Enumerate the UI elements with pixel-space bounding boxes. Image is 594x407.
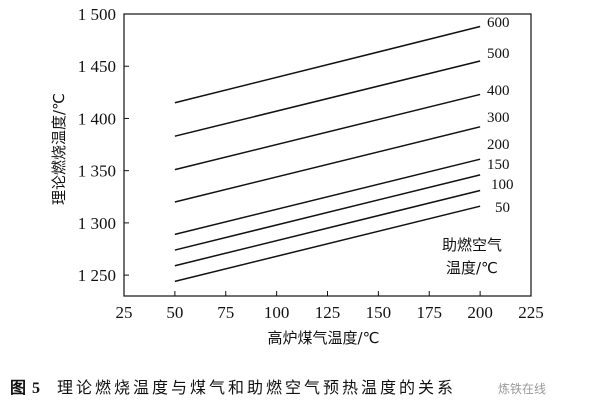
y-axis-title: 理论燃烧温度/℃ [50,93,68,205]
series-label-150: 150 [487,157,510,173]
x-tick-label: 125 [315,303,341,322]
figure-number: 图 5 [10,380,42,397]
series-label-500: 500 [487,46,510,62]
legend-title-line-1: 助燃空气 [442,236,502,254]
x-tick-label: 75 [217,303,234,322]
y-tick-label: 1 400 [78,109,116,128]
series-label-600: 600 [487,15,510,31]
series-line-50 [174,205,481,283]
series-line-500 [174,60,481,137]
watermark: 炼铁在线 [498,382,547,396]
series-label-400: 400 [487,83,510,99]
x-axis: 25 50 75 100 125 150 175 200 225 [116,291,544,322]
chart: 25 50 75 100 125 150 175 200 225 1 250 1 300 1 350… [50,5,544,347]
x-tick-label: 100 [264,303,290,322]
legend-title-line-2: 温度/℃ [446,259,498,277]
x-tick-label: 150 [366,303,392,322]
x-tick-label: 200 [467,303,493,322]
series-lines [174,25,481,283]
x-tick-label: 25 [116,303,133,322]
y-tick-label: 1 250 [78,266,116,285]
caption-text: 理论燃烧温度与煤气和助燃空气预热温度的关系 [57,378,457,397]
series-label-300: 300 [487,110,510,126]
series-label-200: 200 [487,137,510,153]
x-axis-title: 高炉煤气温度/℃ [268,329,380,347]
series-line-600 [174,25,481,104]
x-tick-label: 225 [518,303,544,322]
series-line-200 [174,158,481,236]
series-label-50: 50 [495,200,510,216]
x-tick-label: 175 [417,303,443,322]
series-labels: 600 500 400 300 200 150 100 50 [487,15,514,216]
figure-caption: 图 5 理论燃烧温度与煤气和助燃空气预热温度的关系 [10,374,456,398]
series-line-300 [174,126,481,203]
y-tick-label: 1 450 [78,57,116,76]
y-tick-label: 1 350 [78,162,116,181]
series-label-100: 100 [491,177,514,193]
x-tick-label: 50 [166,303,183,322]
y-axis: 1 250 1 300 1 350 1 400 1 450 1 500 [78,5,129,285]
series-line-100 [174,189,481,267]
series-line-400 [174,93,481,171]
y-tick-label: 1 300 [78,214,116,233]
y-tick-label: 1 500 [78,5,116,24]
series-line-150 [174,174,481,251]
